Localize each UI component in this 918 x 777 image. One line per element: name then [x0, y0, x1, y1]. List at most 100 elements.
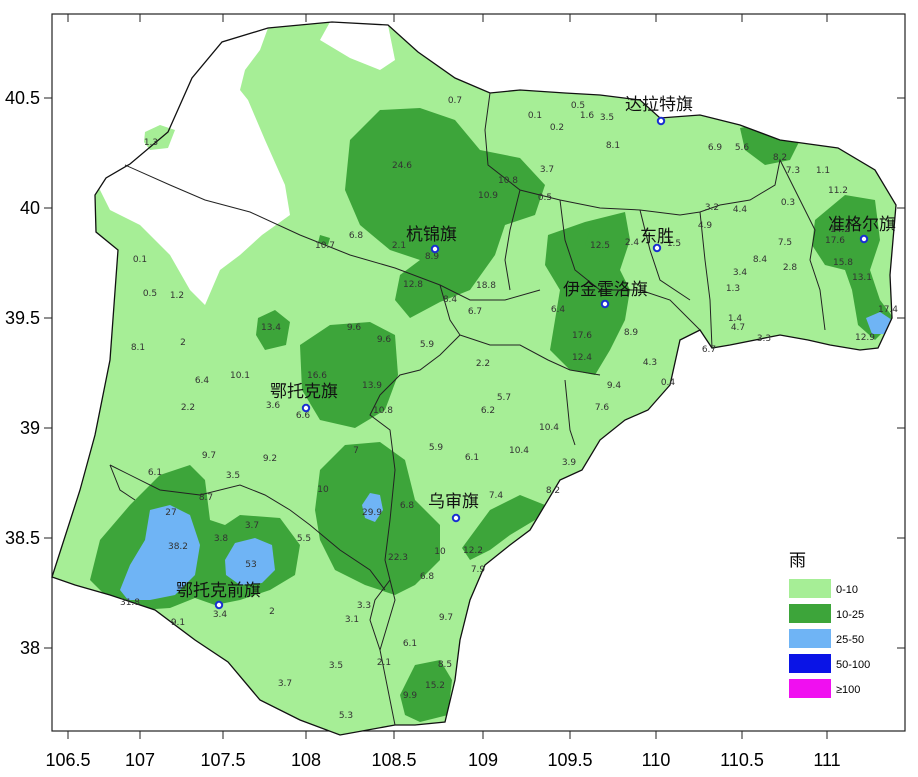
city-name-dongsheng: 东胜	[640, 227, 674, 247]
station-value: 9.2	[263, 454, 277, 464]
station-value: 1.3	[144, 138, 158, 148]
x-tick-labels: 106.5 107 107.5 108 108.5 109 109.5 110 …	[45, 750, 840, 770]
station-value: 17.6	[825, 236, 845, 246]
station-value: 3.4	[733, 268, 748, 278]
station-value: 0.3	[781, 198, 795, 208]
x-tick-label: 108	[291, 750, 321, 770]
station-value: 1.2	[170, 291, 184, 301]
station-value: 8.1	[131, 343, 145, 353]
station-value: 0.1	[528, 111, 542, 121]
station-value: 8.2	[773, 153, 787, 163]
legend-label: 0-10	[836, 584, 858, 596]
station-value: 17.4	[878, 305, 898, 315]
station-value: 6.7	[468, 307, 482, 317]
station-value: 6.4	[551, 305, 566, 315]
x-tick-label: 109.5	[547, 750, 592, 770]
y-ticks	[44, 97, 905, 649]
city-marker[interactable]	[652, 243, 662, 253]
station-value: 3.1	[345, 615, 359, 625]
station-value: 5.9	[429, 443, 444, 453]
y-tick-label: 40.5	[5, 88, 40, 108]
station-value: 38.2	[168, 542, 188, 552]
station-value: 5.3	[339, 711, 353, 721]
station-value: 0.7	[448, 96, 462, 106]
city-marker[interactable]	[214, 600, 224, 610]
station-value: 10.8	[373, 406, 393, 416]
station-value: 5.7	[497, 393, 511, 403]
legend-swatch	[789, 604, 831, 623]
station-value: 3.5	[226, 471, 240, 481]
station-value: 12.8	[403, 280, 423, 290]
station-value: 1.5	[667, 239, 681, 249]
x-tick-label: 107	[125, 750, 155, 770]
city-name-hangjin: 杭锦旗	[406, 225, 457, 245]
station-value: 10	[317, 485, 329, 495]
y-tick-label: 38.5	[5, 528, 40, 548]
legend-label: ≥100	[836, 684, 860, 696]
station-value: 8.5	[438, 660, 452, 670]
no-data-area	[90, 28, 290, 305]
station-value: 6.1	[403, 639, 417, 649]
station-value: 7.4	[489, 491, 504, 501]
station-value: 15.8	[833, 258, 853, 268]
station-value: 4.7	[731, 323, 745, 333]
region-outline	[51, 21, 897, 736]
y-tick-labels: 40.5 40 39.5 39 38.5 38	[5, 88, 40, 658]
x-tick-label: 108.5	[371, 750, 416, 770]
station-value: 7.9	[471, 565, 486, 575]
station-value: 2.8	[783, 263, 798, 273]
city-marker[interactable]	[859, 234, 869, 244]
station-value: 0.5	[143, 289, 157, 299]
city-marker[interactable]	[301, 403, 311, 413]
station-value: 10.9	[478, 191, 498, 201]
station-value: 9.6	[377, 335, 392, 345]
station-value: 10	[434, 547, 446, 557]
legend-swatch	[789, 679, 831, 698]
legend-item: 0-10	[789, 579, 858, 598]
station-value: 22.3	[388, 553, 408, 563]
city-marker[interactable]	[430, 244, 440, 254]
station-value: 9.7	[439, 613, 453, 623]
station-value: 1.6	[580, 111, 595, 121]
station-value: 10.7	[315, 241, 335, 251]
legend-swatch	[789, 579, 831, 598]
station-value: 6.7	[702, 345, 716, 355]
station-value: 10.4	[539, 423, 559, 433]
station-value: 10.4	[509, 446, 529, 456]
station-value: 0.5	[538, 193, 552, 203]
station-value: 4.9	[698, 221, 713, 231]
station-value: 6.8	[349, 231, 364, 241]
city-name-etuoke: 鄂托克旗	[270, 382, 338, 402]
legend-item: 10-25	[789, 604, 864, 623]
station-value: 1.1	[816, 166, 830, 176]
station-value: 29.9	[362, 508, 382, 518]
station-value: 13.4	[261, 323, 281, 333]
legend-item: 25-50	[789, 629, 864, 648]
station-value: 6.1	[148, 468, 162, 478]
station-value: 8.7	[199, 493, 213, 503]
station-value: 9.4	[607, 381, 622, 391]
station-value: 2.2	[181, 403, 195, 413]
station-value: 18.8	[476, 281, 496, 291]
station-value: 5.5	[297, 534, 311, 544]
station-value: 27	[165, 508, 176, 518]
station-value: 10.8	[498, 176, 518, 186]
station-value: 6.6	[296, 411, 311, 421]
city-marker[interactable]	[451, 513, 461, 523]
city-marker[interactable]	[600, 299, 610, 309]
station-value: 5.9	[420, 340, 435, 350]
legend-label: 50-100	[836, 659, 870, 671]
y-tick-label: 38	[20, 638, 40, 658]
station-value: 7.3	[786, 166, 800, 176]
station-value: 3.4	[213, 610, 228, 620]
station-value: 1.3	[726, 284, 740, 294]
station-value: 2	[269, 607, 275, 617]
x-tick-label: 111	[813, 750, 840, 770]
station-value: 13.9	[362, 381, 382, 391]
city-marker[interactable]	[656, 116, 666, 126]
station-value: 3.7	[540, 165, 554, 175]
x-tick-label: 110.5	[720, 750, 764, 770]
station-value: 13.1	[852, 273, 872, 283]
station-value: 7.6	[595, 403, 610, 413]
station-value: 3.3	[757, 334, 771, 344]
